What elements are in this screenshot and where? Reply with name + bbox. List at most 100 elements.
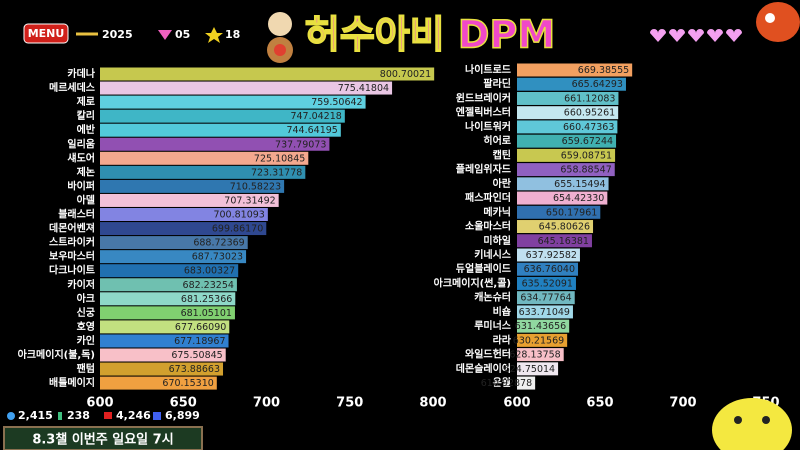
bar xyxy=(100,151,309,165)
value-label: 737.79073 xyxy=(275,139,326,150)
value-label: 669.38555 xyxy=(578,65,629,76)
category-label: 팔라딘 xyxy=(483,77,511,90)
x-tick-label: 650 xyxy=(586,396,613,411)
category-label: 바이퍼 xyxy=(67,179,95,192)
category-label: 히어로 xyxy=(483,134,511,147)
category-label: 메르세데스 xyxy=(49,81,95,94)
bar xyxy=(517,319,570,333)
value-label: 699.86170 xyxy=(212,224,263,235)
bar xyxy=(517,63,633,77)
value-label: 681.05101 xyxy=(181,308,232,319)
bar xyxy=(100,320,230,334)
value-label: 654.42330 xyxy=(553,193,604,204)
category-label: 데몬어벤져 xyxy=(49,222,95,235)
category-label: 라라 xyxy=(493,333,512,346)
bar xyxy=(517,362,559,376)
category-label: 나이트워커 xyxy=(465,120,511,133)
bar xyxy=(517,220,594,234)
value-label: 655.15494 xyxy=(554,179,605,190)
value-label: 688.72369 xyxy=(193,238,244,249)
x-tick-label: 600 xyxy=(86,396,113,411)
value-label: 675.50845 xyxy=(171,350,222,361)
bar xyxy=(100,222,267,236)
category-label: 윈드브레이커 xyxy=(456,91,511,104)
category-label: 데몬슬레이어 xyxy=(456,362,511,375)
bar xyxy=(100,236,248,250)
value-label: 681.25366 xyxy=(181,294,232,305)
value-label: 650.17961 xyxy=(546,207,597,218)
scarecrow xyxy=(267,12,293,63)
value-label: 660.47363 xyxy=(563,122,614,133)
category-label: 다크나이트 xyxy=(49,264,95,277)
banner-box xyxy=(3,426,203,450)
category-label: 카인 xyxy=(77,334,95,347)
bar xyxy=(517,348,564,362)
bar xyxy=(100,376,217,390)
value-label: 744.64195 xyxy=(286,125,337,136)
bar xyxy=(100,123,341,137)
value-label: 635.52091 xyxy=(522,278,573,289)
value-label: 710.58223 xyxy=(230,181,281,192)
category-label: 캡틴 xyxy=(493,148,511,161)
bar xyxy=(100,264,239,278)
bar xyxy=(100,306,235,320)
gem-icon xyxy=(158,30,172,40)
value-label: 670.15310 xyxy=(162,378,213,389)
category-label: 카이저 xyxy=(67,278,95,291)
stat-value: 2,415 xyxy=(18,409,53,422)
x-tick-label: 600 xyxy=(503,396,530,411)
bar xyxy=(517,291,575,305)
title: 허수아비 DPM xyxy=(305,13,555,57)
value-label: 630.21569 xyxy=(513,335,564,346)
value-label: 800.70021 xyxy=(380,69,431,80)
category-label: 배틀메이지 xyxy=(49,376,95,389)
bar xyxy=(517,305,573,319)
category-label: 블래스터 xyxy=(58,208,95,221)
gems: 05 xyxy=(175,28,190,41)
category-label: 에반 xyxy=(77,123,96,136)
bar xyxy=(100,334,229,348)
category-label: 메카닉 xyxy=(483,205,511,218)
category-label: 아크메이지(썬,콜) xyxy=(434,276,511,289)
bar xyxy=(100,292,236,306)
bar xyxy=(517,77,626,91)
value-label: 677.66090 xyxy=(175,322,226,333)
value-label: 707.31492 xyxy=(224,195,275,206)
value-label: 661.12083 xyxy=(564,93,615,104)
stat-value: 4,246 xyxy=(116,409,151,422)
category-label: 패스파인더 xyxy=(465,191,511,204)
bar xyxy=(100,179,285,193)
category-label: 섀도어 xyxy=(67,151,95,164)
category-label: 은월 xyxy=(493,377,511,389)
bee-character xyxy=(712,398,792,450)
value-label: 665.64293 xyxy=(572,79,623,90)
bar xyxy=(100,348,226,362)
value-label: 628.13758 xyxy=(509,350,560,361)
stat-icons xyxy=(7,412,161,420)
category-label: 나이트로드 xyxy=(465,63,511,76)
banner-text: 8.3챌 이번주 일요일 7시 xyxy=(32,432,173,448)
fish-character xyxy=(756,2,800,42)
category-label: 제로 xyxy=(77,95,95,108)
bar xyxy=(517,234,592,248)
value-label: 723.31778 xyxy=(251,167,302,178)
menu-button[interactable] xyxy=(23,23,69,44)
bar xyxy=(100,165,306,179)
value-label: 637.92582 xyxy=(526,250,577,261)
value-label: 659.67244 xyxy=(562,136,613,147)
value-label: 673.88663 xyxy=(169,364,220,375)
bar xyxy=(517,376,536,390)
bar xyxy=(100,81,393,95)
bar xyxy=(517,276,576,290)
menu-label[interactable]: MENU xyxy=(28,27,65,40)
bar xyxy=(517,205,601,219)
category-label: 호영 xyxy=(77,320,95,333)
bar xyxy=(517,106,619,120)
value-label: 624.75014 xyxy=(504,364,555,375)
x-tick-label: 800 xyxy=(419,396,446,411)
x-tick-label: 700 xyxy=(669,396,696,411)
category-label: 듀얼블레이드 xyxy=(456,262,511,275)
category-label: 아크메이지(불,독) xyxy=(18,348,95,361)
value-label: 725.10845 xyxy=(254,153,305,164)
